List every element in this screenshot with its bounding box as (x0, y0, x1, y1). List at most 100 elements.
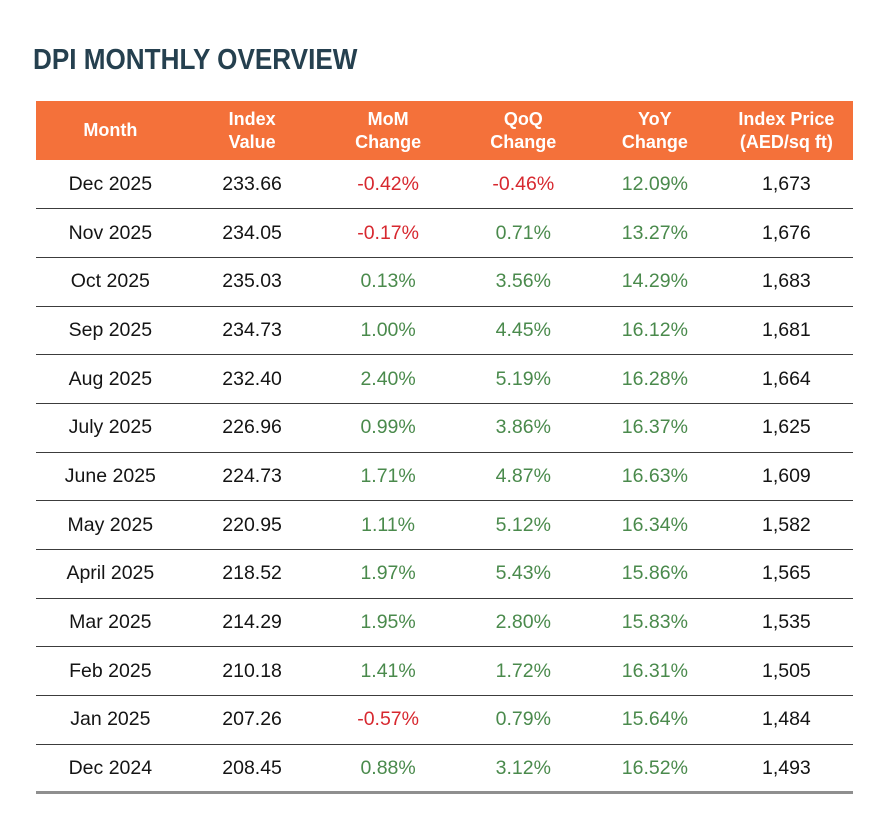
cell-mom-change: 1.95% (319, 598, 457, 648)
cell-month: Jan 2025 (36, 695, 185, 745)
cell-index-price: 1,535 (719, 598, 853, 648)
cell-mom-change: 1.71% (319, 452, 457, 502)
cell-index-price: 1,683 (719, 257, 853, 307)
table-row: Oct 2025 235.03 0.13% 3.56% 14.29% 1,683 (36, 257, 853, 307)
cell-yoy-change: 16.37% (589, 403, 720, 453)
table-row: Mar 2025 214.29 1.95% 2.80% 15.83% 1,535 (36, 598, 853, 648)
cell-mom-change: 1.41% (319, 646, 457, 697)
cell-mom-change: 0.88% (360, 756, 416, 779)
cell-yoy-change: 16.12% (589, 306, 720, 356)
cell-yoy-change: 16.28% (589, 354, 720, 404)
cell-month: April 2025 (36, 549, 185, 599)
cell-mom-change: 1.11% (319, 500, 457, 550)
cell-mom-change: 1.00% (319, 306, 457, 356)
page-title: DPI MONTHLY OVERVIEW (33, 44, 358, 76)
cell-index-price: 1,505 (719, 646, 853, 697)
cell-index-value: 234.73 (184, 306, 320, 356)
cell-yoy-change: 15.83% (589, 598, 720, 648)
cell-index-value: 234.05 (184, 208, 320, 258)
cell-yoy-change: 15.86% (589, 549, 720, 599)
header-line: (AED/sq ft) (739, 131, 833, 152)
table-row: Jan 2025 207.26 -0.57% 0.79% 15.64% 1,48… (36, 695, 853, 745)
cell-month: Feb 2025 (36, 646, 185, 697)
cell-mom-change: -0.57% (319, 695, 457, 745)
cell-index-value: 235.03 (184, 257, 320, 307)
cell-index-price: 1,565 (719, 549, 853, 599)
cell-index-price: 1,673 (719, 160, 853, 210)
cell-index-value: 226.96 (184, 403, 320, 453)
col-header-month: Month (36, 101, 185, 160)
cell-index-price: 1,493 (761, 756, 811, 779)
header-line: Month (83, 120, 138, 141)
cell-yoy-change: 16.63% (589, 452, 720, 502)
header-row: Month Index Value MoM Change QoQ Change … (36, 101, 853, 160)
cell-qoq-change: 4.87% (456, 452, 590, 502)
cell-index-price: 1,681 (719, 306, 853, 356)
cell-month: July 2025 (36, 403, 185, 453)
cell-qoq-change: 0.71% (456, 208, 590, 258)
cell-index-price: 1,484 (719, 695, 853, 745)
cell-mom-change: 0.13% (319, 257, 457, 307)
header-line: YoY (638, 109, 672, 129)
cell-month: Dec 2024 (68, 756, 153, 779)
cell-qoq-change: 5.43% (456, 549, 590, 599)
cell-month: June 2025 (36, 452, 185, 502)
cell-yoy-change: 16.52% (621, 756, 688, 779)
col-header-index-price: Index Price (AED/sq ft) (719, 101, 853, 160)
col-header-index-value: Index Value (184, 101, 320, 160)
col-header-mom-change: MoM Change (319, 101, 457, 160)
table-body: Dec 2025 233.66 -0.42% -0.46% 12.09% 1,6… (36, 160, 853, 793)
table-row: July 2025 226.96 0.99% 3.86% 16.37% 1,62… (36, 403, 853, 453)
cell-yoy-change: 13.27% (589, 208, 720, 258)
cell-qoq-change: 5.12% (456, 500, 590, 550)
cell-yoy-change: 14.29% (589, 257, 720, 307)
page: DPI MONTHLY OVERVIEW Month Index Value (33, 44, 853, 795)
cell-yoy-change: 16.31% (589, 646, 720, 697)
cell-qoq-change: 3.56% (456, 257, 590, 307)
cell-index-value: 210.18 (184, 646, 320, 697)
table-row: May 2025 220.95 1.11% 5.12% 16.34% 1,582 (36, 500, 853, 550)
col-header-yoy-change: YoY Change (589, 101, 720, 160)
table-row: Feb 2025 210.18 1.41% 1.72% 16.31% 1,505 (36, 646, 853, 697)
cell-qoq-change: 1.72% (456, 646, 590, 697)
cell-mom-change: -0.42% (319, 160, 457, 210)
cell-index-value: 233.66 (184, 160, 320, 210)
cell-month: May 2025 (36, 500, 185, 550)
header-line: Change (355, 131, 422, 152)
cell-yoy-change: 15.64% (589, 695, 720, 745)
header-line: Index (228, 109, 276, 129)
cell-index-price: 1,676 (719, 208, 853, 258)
table-row: Aug 2025 232.40 2.40% 5.19% 16.28% 1,664 (36, 354, 853, 404)
cell-yoy-change: 16.34% (589, 500, 720, 550)
cell-qoq-change: 3.86% (456, 403, 590, 453)
cell-qoq-change: 5.19% (456, 354, 590, 404)
cell-index-value: 224.73 (184, 452, 320, 502)
cell-mom-change: 0.99% (319, 403, 457, 453)
cell-yoy-change: 12.09% (589, 160, 720, 210)
cell-month: Mar 2025 (36, 598, 185, 648)
cell-mom-change: 1.97% (319, 549, 457, 599)
cell-month: Dec 2025 (36, 160, 185, 210)
cell-mom-change: -0.17% (319, 208, 457, 258)
header-line: QoQ (503, 109, 543, 129)
header-line: MoM (367, 109, 409, 129)
table-row: April 2025 218.52 1.97% 5.43% 15.86% 1,5… (36, 549, 853, 599)
cell-index-value: 220.95 (184, 500, 320, 550)
cell-index-value: 208.45 (222, 756, 282, 779)
cell-month: Sep 2025 (36, 306, 185, 356)
header-line: Index Price (738, 109, 835, 129)
cell-month: Aug 2025 (36, 354, 185, 404)
cell-qoq-change: 0.79% (456, 695, 590, 745)
table-row: Nov 2025 234.05 -0.17% 0.71% 13.27% 1,67… (36, 208, 853, 258)
cell-index-value: 218.52 (184, 549, 320, 599)
cell-qoq-change: -0.46% (456, 160, 590, 210)
header-line: Change (490, 131, 557, 152)
cell-qoq-change: 2.80% (456, 598, 590, 648)
cell-index-value: 207.26 (184, 695, 320, 745)
header-line: Change (621, 131, 688, 152)
cell-qoq-change: 4.45% (456, 306, 590, 356)
cell-index-value: 214.29 (184, 598, 320, 648)
cell-month: Nov 2025 (36, 208, 185, 258)
col-header-qoq-change: QoQ Change (456, 101, 590, 160)
table-row: Dec 2025 233.66 -0.42% -0.46% 12.09% 1,6… (36, 160, 853, 210)
